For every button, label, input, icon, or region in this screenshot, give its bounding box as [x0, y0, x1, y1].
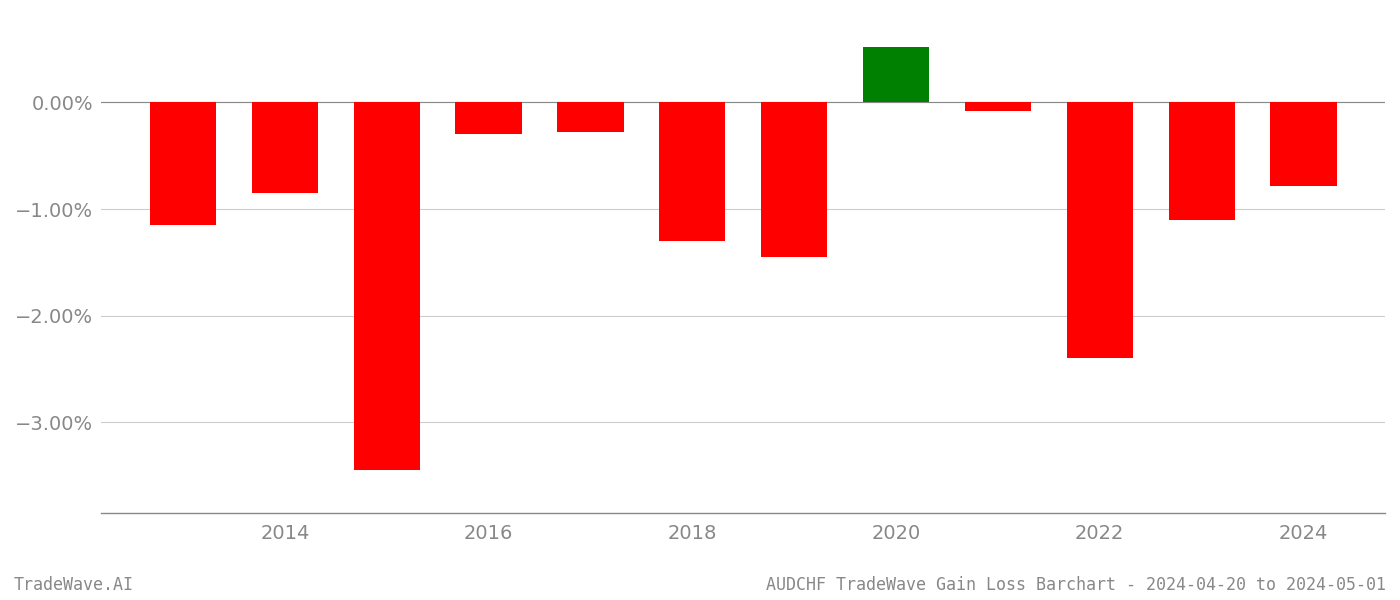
Bar	[557, 103, 623, 132]
Text: TradeWave.AI: TradeWave.AI	[14, 576, 134, 594]
Bar	[659, 103, 725, 241]
Bar	[252, 103, 318, 193]
Bar	[862, 47, 930, 103]
Bar	[455, 103, 522, 134]
Bar	[1270, 103, 1337, 185]
Bar	[354, 103, 420, 470]
Text: AUDCHF TradeWave Gain Loss Barchart - 2024-04-20 to 2024-05-01: AUDCHF TradeWave Gain Loss Barchart - 20…	[766, 576, 1386, 594]
Bar	[965, 103, 1030, 111]
Bar	[1169, 103, 1235, 220]
Bar	[150, 103, 216, 225]
Bar	[1067, 103, 1133, 358]
Bar	[762, 103, 827, 257]
